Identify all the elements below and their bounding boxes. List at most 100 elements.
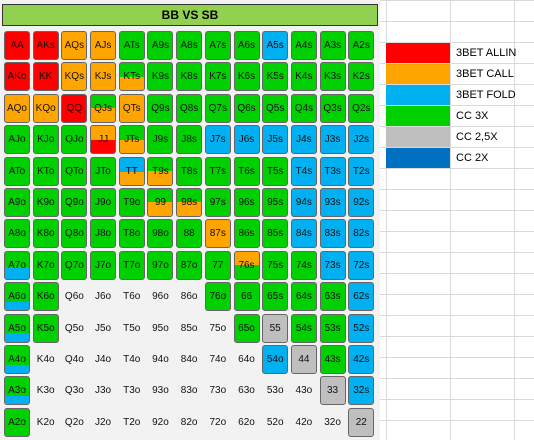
hand-cell[interactable]: A2o bbox=[4, 407, 30, 437]
hand-cell[interactable]: 73o bbox=[205, 376, 231, 405]
hand-cell[interactable]: 93s bbox=[319, 187, 346, 217]
hand-cell[interactable]: A7o bbox=[4, 250, 30, 280]
hand-cell[interactable]: 87o bbox=[176, 250, 203, 280]
hand-cell[interactable]: K2s bbox=[348, 62, 375, 92]
hand-cell[interactable]: 64s bbox=[290, 282, 317, 312]
hand-cell[interactable]: A3s bbox=[319, 31, 346, 60]
hand-cell[interactable]: K3o bbox=[33, 376, 59, 405]
hand-cell[interactable]: ATo bbox=[4, 156, 30, 186]
hand-cell[interactable]: 92o bbox=[147, 408, 173, 437]
hand-cell[interactable]: A8o bbox=[4, 219, 30, 249]
hand-cell[interactable]: A6s bbox=[233, 31, 260, 60]
hand-cell[interactable]: 73s bbox=[319, 250, 346, 280]
hand-cell[interactable]: A5s bbox=[262, 31, 289, 60]
hand-cell[interactable]: 96o bbox=[147, 282, 173, 311]
hand-cell[interactable]: Q9o bbox=[61, 187, 88, 217]
hand-cell[interactable]: 72o bbox=[205, 408, 231, 437]
hand-cell[interactable]: 54s bbox=[290, 313, 317, 343]
hand-cell[interactable]: 84o bbox=[176, 345, 202, 374]
hand-cell[interactable]: Q8o bbox=[61, 219, 88, 249]
hand-cell[interactable]: 83o bbox=[176, 376, 202, 405]
hand-cell[interactable]: K4o bbox=[33, 345, 59, 374]
hand-cell[interactable]: K8s bbox=[176, 62, 203, 92]
hand-cell[interactable]: AQo bbox=[4, 93, 30, 123]
hand-cell[interactable]: 88 bbox=[176, 219, 203, 249]
hand-cell[interactable]: 65s bbox=[262, 282, 289, 312]
hand-cell[interactable]: A5o bbox=[4, 313, 30, 343]
hand-cell[interactable]: Q7s bbox=[204, 93, 231, 123]
hand-cell[interactable]: Q2o bbox=[61, 408, 87, 437]
hand-cell[interactable]: KTo bbox=[32, 156, 59, 186]
hand-cell[interactable]: KQo bbox=[32, 93, 59, 123]
hand-cell[interactable]: 53o bbox=[262, 376, 288, 405]
hand-cell[interactable]: T2s bbox=[348, 156, 375, 186]
hand-cell[interactable]: K5s bbox=[262, 62, 289, 92]
hand-cell[interactable]: K5o bbox=[32, 313, 59, 343]
hand-cell[interactable]: 52s bbox=[348, 313, 375, 343]
hand-cell[interactable]: 62o bbox=[234, 408, 260, 437]
hand-cell[interactable]: 22 bbox=[348, 407, 375, 437]
hand-cell[interactable]: 86o bbox=[176, 282, 202, 311]
hand-cell[interactable]: AJo bbox=[4, 125, 30, 155]
hand-cell[interactable]: 53s bbox=[319, 313, 346, 343]
hand-cell[interactable]: J6o bbox=[90, 282, 116, 311]
hand-cell[interactable]: 95o bbox=[147, 314, 173, 343]
hand-cell[interactable]: K7o bbox=[32, 250, 59, 280]
hand-cell[interactable]: KQs bbox=[61, 62, 88, 92]
hand-cell[interactable]: K2o bbox=[33, 408, 59, 437]
hand-cell[interactable]: 55 bbox=[262, 313, 289, 343]
hand-cell[interactable]: 92s bbox=[348, 187, 375, 217]
hand-cell[interactable]: T9s bbox=[147, 156, 174, 186]
hand-cell[interactable]: A6o bbox=[4, 282, 30, 312]
hand-cell[interactable]: T6s bbox=[233, 156, 260, 186]
hand-cell[interactable]: T9o bbox=[118, 187, 145, 217]
hand-cell[interactable]: 75s bbox=[262, 250, 289, 280]
hand-cell[interactable]: JTs bbox=[118, 125, 145, 155]
hand-cell[interactable]: 77 bbox=[204, 250, 231, 280]
hand-cell[interactable]: 94s bbox=[290, 187, 317, 217]
hand-cell[interactable]: QQ bbox=[61, 93, 88, 123]
hand-cell[interactable]: KJo bbox=[32, 125, 59, 155]
hand-cell[interactable]: 66 bbox=[233, 282, 260, 312]
hand-cell[interactable]: 43o bbox=[291, 376, 317, 405]
hand-cell[interactable]: J5s bbox=[262, 125, 289, 155]
hand-cell[interactable]: J5o bbox=[90, 314, 116, 343]
hand-cell[interactable]: A2s bbox=[348, 31, 375, 60]
hand-cell[interactable]: 54o bbox=[262, 344, 289, 374]
hand-cell[interactable]: 96s bbox=[233, 187, 260, 217]
hand-cell[interactable]: 97s bbox=[204, 187, 231, 217]
hand-cell[interactable]: 83s bbox=[319, 219, 346, 249]
hand-cell[interactable]: Q4s bbox=[290, 93, 317, 123]
hand-cell[interactable]: J6s bbox=[233, 125, 260, 155]
hand-cell[interactable]: 42s bbox=[348, 344, 375, 374]
hand-cell[interactable]: 99 bbox=[147, 187, 174, 217]
hand-cell[interactable]: Q6s bbox=[233, 93, 260, 123]
hand-cell[interactable]: K4s bbox=[290, 62, 317, 92]
hand-cell[interactable]: T6o bbox=[119, 282, 145, 311]
hand-cell[interactable]: 98o bbox=[147, 219, 174, 249]
hand-cell[interactable]: A3o bbox=[4, 376, 30, 406]
hand-cell[interactable]: A9o bbox=[4, 187, 30, 217]
hand-cell[interactable]: Q4o bbox=[61, 345, 87, 374]
hand-cell[interactable]: Q7o bbox=[61, 250, 88, 280]
hand-cell[interactable]: 62s bbox=[348, 282, 375, 312]
hand-cell[interactable]: 32o bbox=[320, 408, 346, 437]
hand-cell[interactable]: 93o bbox=[147, 376, 173, 405]
hand-cell[interactable]: T4s bbox=[290, 156, 317, 186]
hand-cell[interactable]: T7o bbox=[118, 250, 145, 280]
hand-cell[interactable]: 32s bbox=[348, 376, 375, 406]
hand-cell[interactable]: 65o bbox=[233, 313, 260, 343]
hand-cell[interactable]: 72s bbox=[348, 250, 375, 280]
hand-cell[interactable]: Q9s bbox=[147, 93, 174, 123]
hand-cell[interactable]: 84s bbox=[290, 219, 317, 249]
hand-cell[interactable]: 43s bbox=[319, 344, 346, 374]
hand-cell[interactable]: Q3s bbox=[319, 93, 346, 123]
hand-cell[interactable]: J8o bbox=[90, 219, 117, 249]
hand-cell[interactable]: 63s bbox=[319, 282, 346, 312]
hand-cell[interactable]: QTs bbox=[118, 93, 145, 123]
hand-cell[interactable]: AA bbox=[4, 31, 30, 60]
hand-cell[interactable]: A9s bbox=[147, 31, 174, 60]
hand-cell[interactable]: 74s bbox=[290, 250, 317, 280]
hand-cell[interactable]: K9o bbox=[32, 187, 59, 217]
hand-cell[interactable]: Q2s bbox=[348, 93, 375, 123]
